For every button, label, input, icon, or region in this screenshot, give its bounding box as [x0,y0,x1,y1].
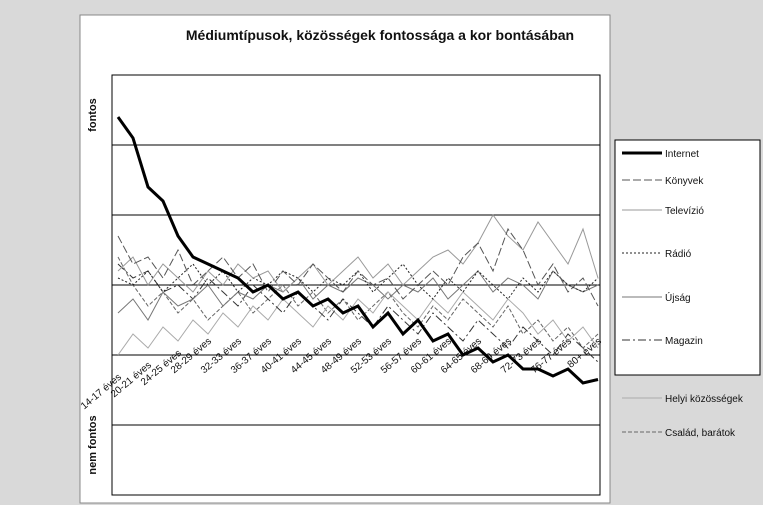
series-line [116,116,599,385]
series-line [117,291,599,356]
legend-label: Rádió [665,249,692,260]
legend-label: Könyvek [665,176,704,187]
series-line [117,227,599,307]
legend-label: Televízió [665,206,704,217]
legend-label: Újság [665,291,691,304]
series-line [117,263,599,363]
legend-label: Internet [665,149,699,160]
legend-label: Helyi közösségek [665,394,744,405]
series-line [117,256,599,349]
legend-label: Család, barátok [665,428,736,439]
y-bottom-label: nem fontos [87,415,99,474]
series-line [117,270,599,321]
series-line [117,214,599,293]
legend [614,139,761,376]
chart-title: Médiumtípusok, közösségek fontossága a k… [186,27,574,43]
y-top-label: fontos [87,98,99,132]
legend-label: Magazin [665,336,703,347]
